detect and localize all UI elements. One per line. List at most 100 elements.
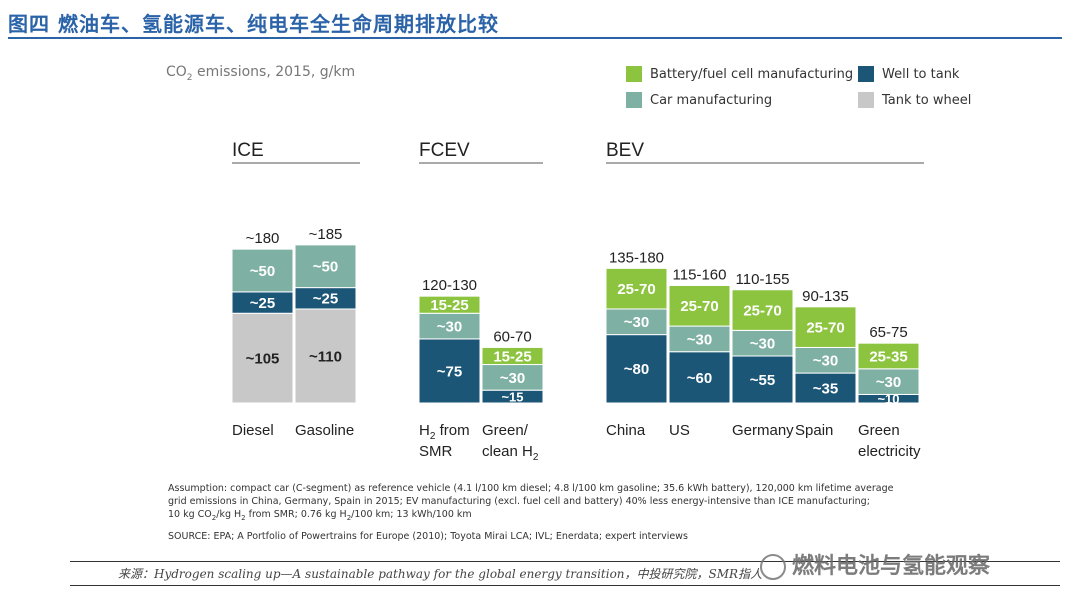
bar-total-label: 90-135	[802, 288, 849, 305]
segment-label: ~30	[687, 331, 712, 348]
segment-label: ~25	[250, 295, 275, 312]
segment-label: 25-70	[680, 298, 718, 315]
category-label: Green	[858, 422, 900, 439]
bar-segment-battery	[794, 306, 857, 348]
bar-segment-battery	[731, 289, 794, 331]
bar-total-label: 135-180	[609, 249, 664, 266]
bar-segment-car	[857, 368, 920, 395]
bar-segment-battery	[605, 267, 668, 310]
legend-swatch-car	[626, 92, 642, 108]
segment-label: 15-25	[430, 297, 468, 314]
segment-label: ~30	[876, 374, 901, 391]
assumption-3a: 10 kg CO	[168, 509, 212, 520]
segment-label: 25-70	[743, 302, 781, 319]
category-label: Diesel	[232, 422, 274, 439]
segment-label: ~110	[309, 348, 342, 365]
assumption-3d: 2	[241, 513, 246, 522]
legend-label-battery: Battery/fuel cell manufacturing	[650, 66, 854, 82]
bar-total-label: 115-160	[673, 266, 727, 283]
category-label: clean H2	[482, 443, 539, 463]
chart-subtitle: CO2 emissions, 2015, g/km	[166, 64, 355, 83]
title-rule	[8, 37, 1062, 39]
bar-segment-car	[794, 346, 857, 374]
subtitle-sub: 2	[186, 72, 193, 83]
legend-item-tank: Tank to wheel	[858, 92, 971, 108]
category-label: H2 from	[419, 422, 470, 442]
segment-label: ~30	[750, 336, 775, 353]
bar-segment-car	[231, 248, 294, 293]
subtitle-suffix: emissions, 2015, g/km	[192, 64, 356, 80]
group-title-fcev: FCEV	[419, 140, 470, 161]
legend-item-car: Car manufacturing	[626, 92, 772, 108]
bar-segment-car	[294, 244, 357, 289]
segment-label: ~30	[624, 314, 649, 331]
bar-total-label: 60-70	[493, 328, 531, 345]
citation-top-rule	[70, 561, 1060, 562]
legend-label-well: Well to tank	[882, 66, 960, 82]
legend-item-well: Well to tank	[858, 66, 959, 82]
category-label: China	[606, 422, 646, 439]
category-label: Spain	[795, 422, 833, 439]
segment-label: ~60	[687, 370, 712, 387]
group-title-bev: BEV	[606, 140, 644, 161]
source-note: SOURCE: EPA; A Portfolio of Powertrains …	[168, 531, 688, 542]
segment-label: 15-25	[493, 348, 531, 365]
segment-label: ~30	[437, 318, 462, 335]
assumption-3c: /kg H	[216, 509, 242, 520]
segment-label: ~35	[813, 380, 838, 397]
assumption-3e: from SMR; 0.76 kg H	[245, 509, 347, 520]
segment-label: 25-70	[617, 281, 655, 298]
bar-total-label: ~185	[309, 226, 343, 243]
category-label: electricity	[858, 443, 921, 460]
bar-segment-battery	[418, 295, 481, 314]
assumption-line-2: grid emissions in China, Germany, Spain …	[168, 496, 870, 507]
watermark: 燃料电池与氢能观察	[760, 548, 990, 580]
category-label: Gasoline	[295, 422, 354, 439]
segment-label: ~105	[246, 351, 280, 368]
segment-label: ~50	[250, 263, 275, 280]
assumption-line-3: 10 kg CO2/kg H2 from SMR; 0.76 kg H2/100…	[168, 508, 988, 525]
bar-segment-well	[794, 372, 857, 404]
segment-label: ~10	[877, 391, 899, 406]
category-label: US	[669, 422, 690, 439]
bar-segment-battery	[857, 342, 920, 370]
wechat-icon	[760, 554, 786, 580]
assumption-line-1: Assumption: compact car (C-segment) as r…	[168, 483, 894, 494]
assumption-3g: /100 km; 13 kWh/100 km	[351, 509, 472, 520]
watermark-text: 燃料电池与氢能观察	[792, 554, 991, 579]
segment-label: 25-70	[806, 320, 844, 337]
category-label: SMR	[419, 443, 453, 460]
legend-label-tank: Tank to wheel	[882, 92, 972, 108]
segment-label: ~75	[437, 363, 462, 380]
assumption-3b: 2	[211, 513, 217, 522]
bar-segment-battery	[481, 346, 544, 366]
bar-segment-well	[731, 355, 794, 404]
legend-swatch-battery	[626, 66, 642, 82]
bar-segment-tank	[294, 308, 357, 404]
bar-segment-well	[418, 338, 481, 404]
legend-swatch-tank	[858, 92, 874, 108]
assumption-3f: 2	[346, 513, 352, 522]
figure-title: 图四 燃油车、氢能源车、纯电车全生命周期排放比较	[8, 12, 499, 36]
subtitle-prefix: CO	[166, 64, 187, 80]
bar-segment-battery	[668, 284, 731, 327]
legend-label-car: Car manufacturing	[650, 92, 773, 108]
segment-label: ~30	[813, 353, 838, 370]
legend-item-battery: Battery/fuel cell manufacturing	[626, 66, 853, 82]
stacked-bar-chart: ICE ~105 ~25 ~50 ~180 Diesel ~110 ~25 ~50 ~185 Gas…	[231, 140, 924, 463]
legend-swatch-well	[858, 66, 874, 82]
segment-label: ~30	[500, 370, 525, 387]
segment-label: 25-35	[869, 348, 907, 365]
segment-label: ~80	[624, 361, 649, 378]
chart-legend: Battery/fuel cell manufacturing Car manu…	[626, 66, 1006, 116]
assumption-notes: Assumption: compact car (C-segment) as r…	[168, 482, 988, 525]
group-title-ice: ICE	[232, 140, 264, 161]
bar-total-label: 110-155	[736, 271, 790, 288]
bar-segment-tank	[231, 312, 294, 404]
segment-label: ~55	[750, 372, 775, 389]
category-label: Green/	[482, 422, 529, 439]
bar-total-label: 65-75	[869, 324, 907, 341]
bar-segment-well	[668, 351, 731, 404]
bar-total-label: 120-130	[422, 277, 477, 294]
category-label: Germany	[732, 422, 794, 439]
